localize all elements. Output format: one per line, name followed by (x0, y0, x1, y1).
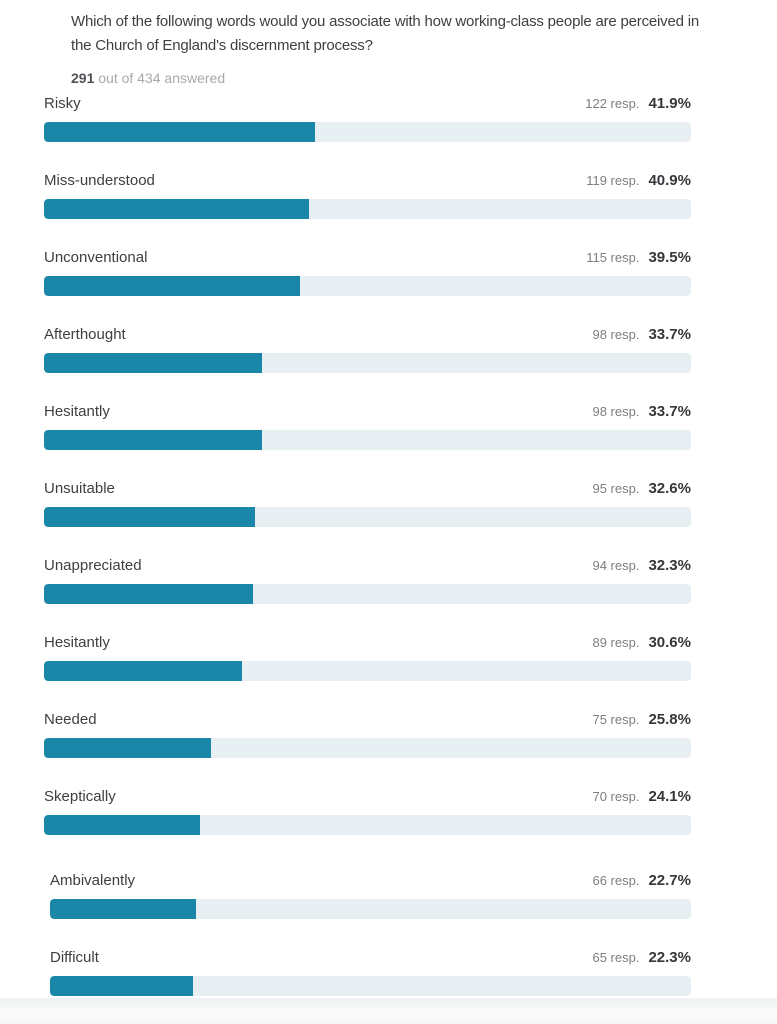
answer-row: Difficult 65 resp. 22.3% (50, 948, 691, 996)
response-count: 75 resp. (592, 712, 640, 727)
answer-row: Risky 122 resp. 41.9% (44, 94, 691, 142)
answer-row: Unappreciated 94 resp. 32.3% (44, 556, 691, 604)
percent-value: 30.6% (648, 634, 691, 651)
answer-label: Unsuitable (44, 480, 115, 497)
answer-row: Skeptically 70 resp. 24.1% (44, 787, 691, 835)
bar-track (44, 584, 691, 604)
answer-label: Difficult (50, 949, 99, 966)
percent-value: 24.1% (648, 788, 691, 805)
answer-row: Needed 75 resp. 25.8% (44, 710, 691, 758)
percent-value: 22.7% (648, 872, 691, 889)
percent-value: 32.3% (648, 557, 691, 574)
percent-value: 33.7% (648, 326, 691, 343)
answer-rows: Risky 122 resp. 41.9% Miss-understood 11… (44, 94, 691, 996)
bar-track (44, 122, 691, 142)
page-bottom-shadow (0, 998, 777, 1024)
response-count: 115 resp. (586, 250, 640, 265)
bar-track (44, 738, 691, 758)
answered-suffix: out of 434 answered (98, 70, 226, 86)
response-count: 89 resp. (592, 635, 640, 650)
answer-label: Needed (44, 711, 97, 728)
bar-track (44, 199, 691, 219)
response-count: 119 resp. (586, 173, 640, 188)
bar-fill (44, 353, 263, 373)
answer-label: Unappreciated (44, 557, 142, 574)
bar-track (44, 815, 691, 835)
answer-label: Afterthought (44, 326, 126, 343)
percent-value: 33.7% (648, 403, 691, 420)
response-count: 95 resp. (592, 481, 640, 496)
answer-row: Hesitantly 98 resp. 33.7% (44, 402, 691, 450)
bar-fill (44, 661, 242, 681)
bar-track (50, 899, 691, 919)
bar-fill (44, 430, 263, 450)
answered-summary: 291 out of 434 answered (71, 69, 777, 88)
bar-track (50, 976, 691, 996)
bar-fill (44, 199, 309, 219)
answer-row: Miss-understood 119 resp. 40.9% (44, 171, 691, 219)
answer-row: Unsuitable 95 resp. 32.6% (44, 479, 691, 527)
answer-label: Ambivalently (50, 872, 136, 889)
answer-label: Unconventional (44, 249, 148, 266)
answer-row: Ambivalently 66 resp. 22.7% (50, 871, 691, 919)
answered-count: 291 (71, 70, 95, 86)
bar-track (44, 507, 691, 527)
answer-label: Skeptically (44, 788, 116, 805)
answer-label: Hesitantly (44, 403, 110, 420)
answer-label: Risky (44, 95, 81, 112)
percent-value: 41.9% (648, 95, 691, 112)
percent-value: 32.6% (648, 480, 691, 497)
bar-fill (44, 584, 253, 604)
response-count: 70 resp. (592, 789, 640, 804)
answer-row: Unconventional 115 resp. 39.5% (44, 248, 691, 296)
answer-label: Miss-understood (44, 172, 155, 189)
percent-value: 25.8% (648, 711, 691, 728)
bar-fill (44, 122, 316, 142)
bar-fill (50, 976, 193, 996)
bar-track (44, 276, 691, 296)
answer-row: Afterthought 98 resp. 33.7% (44, 325, 691, 373)
bar-fill (44, 738, 211, 758)
percent-value: 40.9% (648, 172, 691, 189)
bar-track (44, 661, 691, 681)
bar-fill (50, 899, 196, 919)
percent-value: 39.5% (648, 249, 691, 266)
percent-value: 22.3% (648, 949, 691, 966)
bar-fill (44, 815, 200, 835)
response-count: 65 resp. (592, 950, 640, 965)
bar-fill (44, 507, 255, 527)
answer-label: Hesitantly (44, 634, 110, 651)
answer-row: Hesitantly 89 resp. 30.6% (44, 633, 691, 681)
question-text: Which of the following words would you a… (71, 13, 699, 54)
response-count: 98 resp. (592, 327, 640, 342)
bar-fill (44, 276, 300, 296)
survey-results-panel: Which of the following words would you a… (44, 13, 777, 996)
response-count: 66 resp. (592, 873, 640, 888)
response-count: 94 resp. (592, 558, 640, 573)
bar-track (44, 353, 691, 373)
response-count: 98 resp. (592, 404, 640, 419)
bar-track (44, 430, 691, 450)
response-count: 122 resp. (585, 96, 640, 111)
